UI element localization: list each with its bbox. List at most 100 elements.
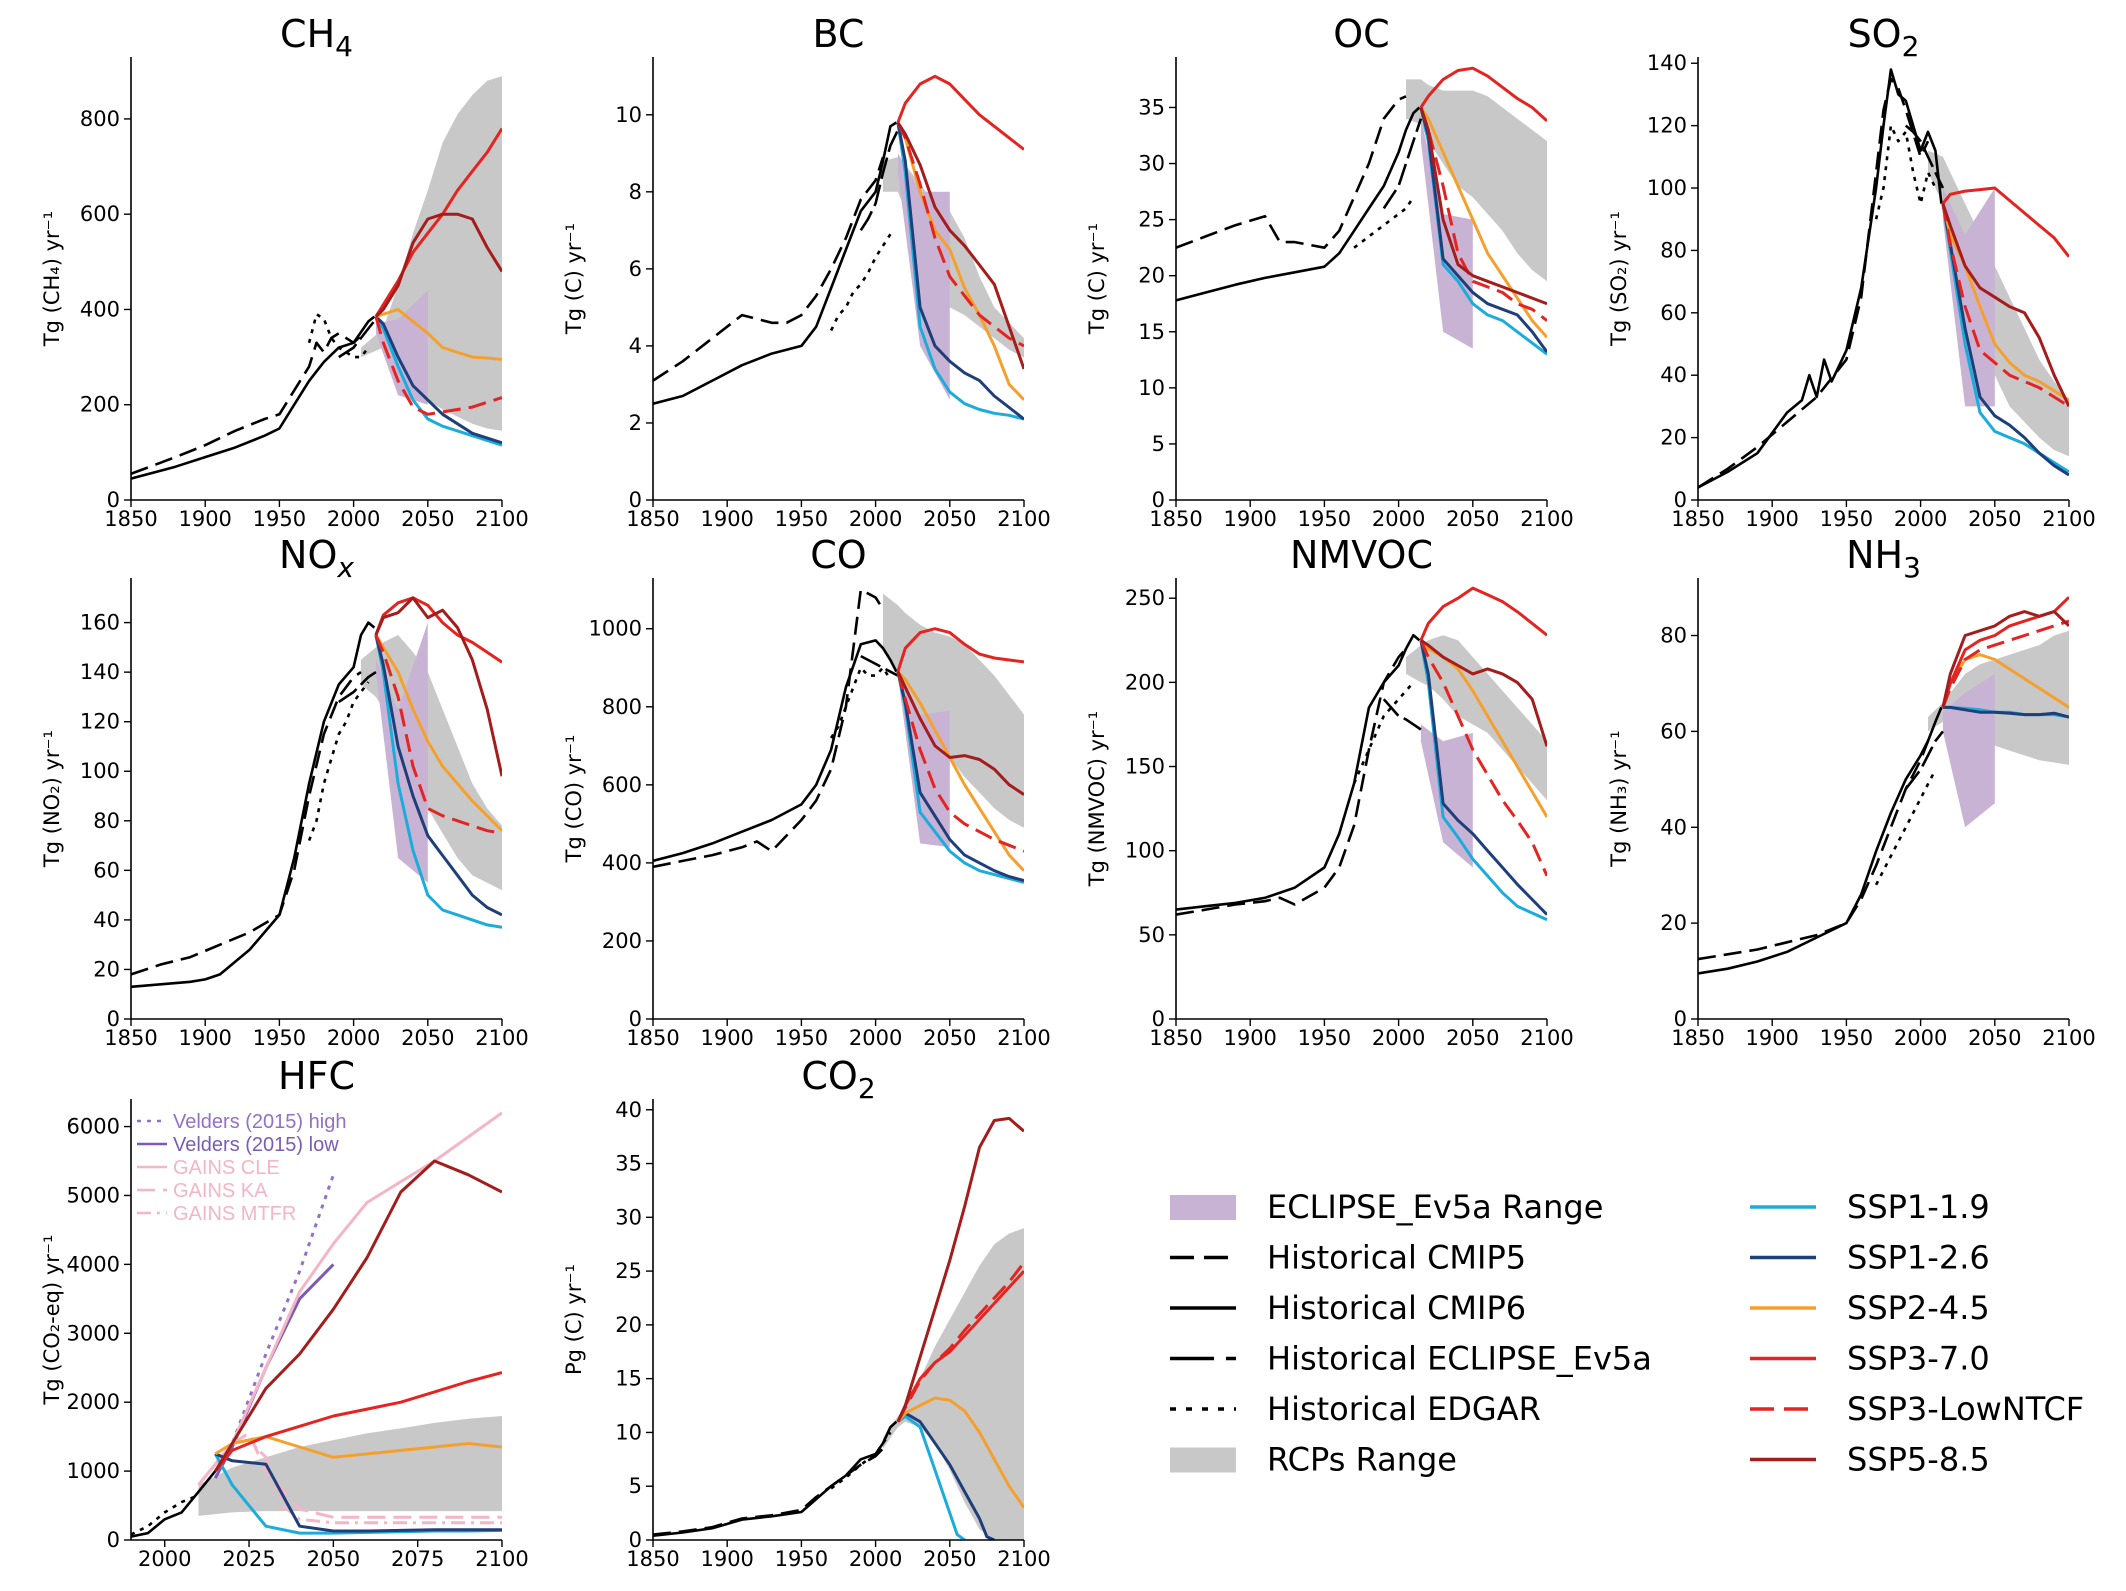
x-tick-label: 2075 (391, 1547, 444, 1571)
y-tick-label: 20 (1660, 426, 1687, 450)
y-tick-label: 100 (1125, 839, 1165, 863)
panel-nmvoc: 1850 1900 1950 2000 2050 2100 0 50 100 150 200 250 T… (1085, 533, 1574, 1050)
series-line-historical-eclipse-ev5a (860, 654, 899, 677)
x-tick-label: 2100 (997, 1026, 1050, 1050)
y-tick-label: 800 (602, 695, 642, 719)
series-line-historical-cmip6 (131, 621, 376, 989)
legend-label-ssp2-4-5: SSP2-4.5 (1847, 1289, 1990, 1327)
legend-label-ssp1-1-9: SSP1-1.9 (1847, 1188, 1990, 1226)
series-line-ssp1-1-9 (897, 1414, 966, 1540)
rcps-range-band (361, 76, 502, 431)
y-tick-label: 0 (1674, 488, 1687, 512)
x-tick-label: 1850 (104, 507, 157, 531)
x-tick-label: 1900 (178, 507, 231, 531)
x-tick-label: 1850 (626, 1026, 679, 1050)
rcps-range-band (1406, 635, 1547, 801)
series-line-historical-cmip6 (131, 1470, 217, 1538)
series-line-ssp5-8-5 (896, 1116, 1024, 1423)
panel-title: BC (813, 12, 865, 56)
panel-bc: 1850 1900 1950 2000 2050 2100 0 2 4 6 8 10 Tg (C) yr… (562, 12, 1051, 531)
y-tick-label: 10 (615, 103, 642, 127)
y-tick-label: 0 (629, 1007, 642, 1031)
x-tick-label: 1950 (775, 1026, 828, 1050)
x-tick-label: 1850 (1671, 507, 1724, 531)
series-line-ssp1-2-6 (374, 634, 502, 917)
y-tick-label: 60 (93, 858, 120, 882)
x-tick-label: 1950 (775, 1547, 828, 1571)
panel-title: NMVOC (1290, 533, 1433, 577)
series-line-ssp5-8-5 (1419, 107, 1547, 306)
rcps-range-band (1406, 79, 1547, 282)
series-line-historical-eclipse-ev5a (1382, 698, 1422, 731)
series-line-gains-cle (197, 1111, 502, 1486)
x-tick-label: 2000 (1894, 1026, 1947, 1050)
series-line-ssp5-8-5 (896, 671, 1024, 796)
series-line-ssp5-8-5 (214, 1159, 502, 1472)
y-tick-label: 0 (1152, 488, 1165, 512)
x-tick-label: 2000 (138, 1547, 191, 1571)
series-line-historical-edgar (307, 312, 370, 359)
series-line-historical-cmip6 (1176, 633, 1421, 911)
panel-oc: 1850 1900 1950 2000 2050 2100 0 5 10 15 20 25 30 35 Tg… (1085, 12, 1574, 531)
x-tick-label: 1850 (1149, 507, 1202, 531)
y-tick-label: 120 (1647, 114, 1687, 138)
y-tick-label: 160 (80, 611, 120, 635)
x-tick-label: 1850 (104, 1026, 157, 1050)
legend-label-historical-cmip6: Historical CMIP6 (1267, 1289, 1526, 1327)
y-tick-label: 200 (1125, 670, 1165, 694)
series-line-ssp3-lowntcf (1419, 107, 1547, 322)
series-line-ssp1-1-9 (374, 634, 502, 929)
y-tick-label: 100 (1647, 176, 1687, 200)
panel-title: CO (810, 533, 866, 577)
legend-label-historical-cmip5: Historical CMIP5 (1267, 1239, 1526, 1277)
legend-label-eclipse-ev5a-range: ECLIPSE_Ev5a Range (1267, 1188, 1603, 1226)
plot-area (131, 1111, 502, 1538)
series-line-historical-cmip5 (653, 1447, 884, 1536)
series-line-ssp1-1-9 (896, 671, 1024, 884)
y-axis-label: Tg (NO₂) yr⁻¹ (40, 730, 64, 868)
y-axis-label: Tg (SO₂) yr⁻¹ (1607, 211, 1631, 347)
legend-label-rcps-range: RCPs Range (1267, 1441, 1457, 1479)
series-line-historical-cmip6 (653, 1420, 898, 1537)
y-tick-label: 200 (602, 929, 642, 953)
x-tick-label: 1900 (1745, 507, 1798, 531)
series-line-historical-cmip5 (653, 156, 885, 382)
series-line-ssp1-1-9 (896, 122, 1024, 421)
rcps-range-band (883, 1228, 1024, 1540)
panel-title: NH3 (1846, 533, 1921, 584)
series-line-ssp2-4-5 (1941, 203, 2069, 402)
y-tick-label: 20 (1138, 264, 1165, 288)
y-tick-label: 20 (615, 1313, 642, 1337)
series-line-ssp3-lowntcf (896, 671, 1024, 853)
series-line-ssp1-2-6 (896, 122, 1024, 421)
panel-title: OC (1333, 12, 1389, 56)
series-line-historical-edgar (131, 1493, 199, 1536)
x-tick-label: 1850 (1671, 1026, 1724, 1050)
x-tick-label: 1950 (1298, 1026, 1351, 1050)
y-axis-label: Tg (NH₃) yr⁻¹ (1607, 730, 1631, 867)
series-line-ssp3-lowntcf (374, 634, 502, 835)
y-tick-label: 5000 (67, 1183, 120, 1207)
series-line-ssp5-8-5 (1420, 639, 1547, 747)
x-tick-label: 2000 (327, 1026, 380, 1050)
y-tick-label: 6 (629, 257, 642, 281)
y-tick-label: 80 (1660, 624, 1687, 648)
y-axis-label: Tg (NMVOC) yr⁻¹ (1085, 711, 1109, 887)
series-line-historical-cmip6 (131, 315, 376, 480)
x-tick-label: 2050 (401, 507, 454, 531)
y-tick-label: 40 (615, 1098, 642, 1122)
rcps-range-band (361, 635, 502, 891)
y-tick-label: 20 (1660, 911, 1687, 935)
y-tick-label: 30 (615, 1205, 642, 1229)
series-line-historical-cmip5 (653, 588, 885, 869)
y-tick-label: 4000 (67, 1252, 120, 1276)
x-tick-label: 1950 (1298, 507, 1351, 531)
x-tick-label: 2050 (923, 1026, 976, 1050)
series-line-historical-edgar (830, 666, 892, 739)
panel-co: 1850 1900 1950 2000 2050 2100 0 200 400 600 800 100… (562, 533, 1051, 1050)
inset-legend-label: Velders (2015) high (173, 1111, 346, 1133)
legend-swatch-rcps-range (1170, 1447, 1236, 1473)
y-tick-label: 35 (1138, 95, 1165, 119)
y-tick-label: 5 (629, 1474, 642, 1498)
series-line-historical-eclipse-ev5a (1904, 124, 1945, 189)
